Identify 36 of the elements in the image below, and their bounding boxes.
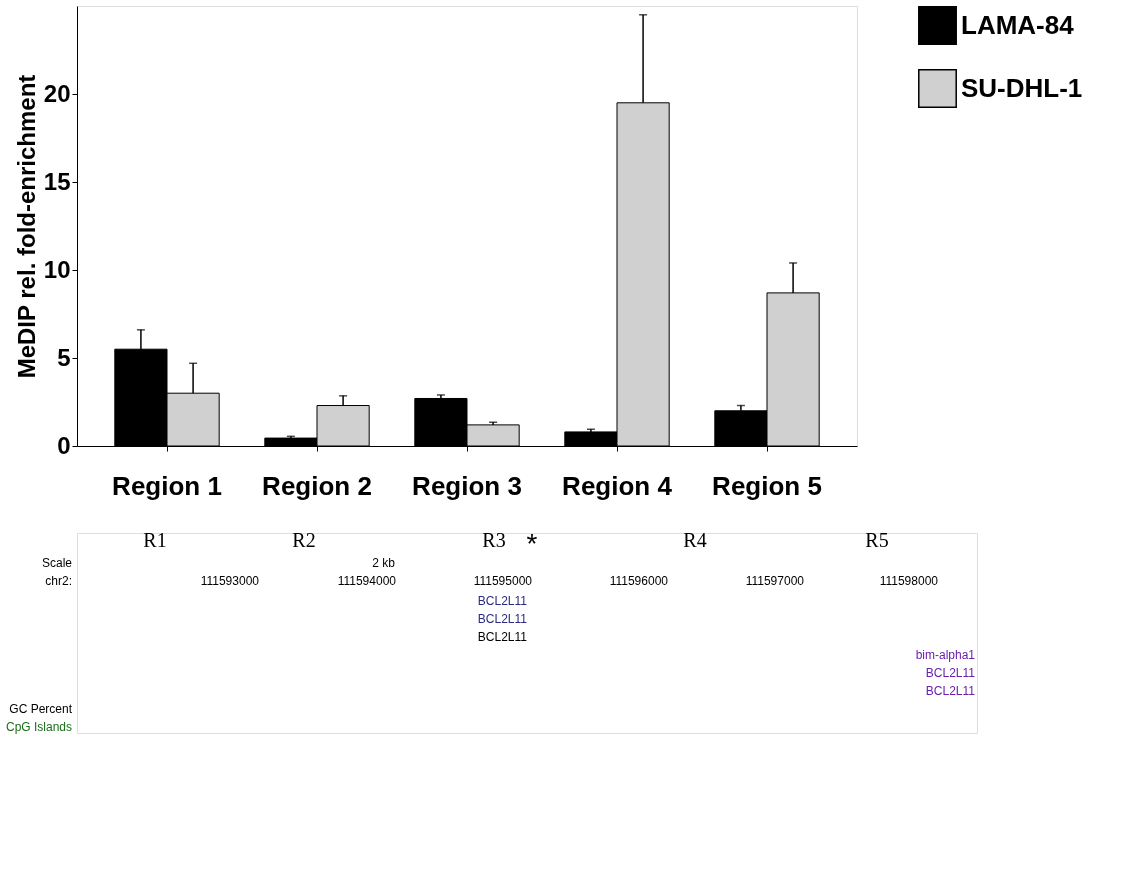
text: 111597000 [745, 574, 805, 588]
text: * [526, 528, 538, 559]
x-tick-label: Region 2 [262, 470, 372, 501]
text: R1 [143, 529, 167, 551]
text: chr2: [45, 574, 72, 588]
y-tick-label: 20 [43, 79, 71, 107]
text: 111594000 [337, 574, 397, 588]
text: BCL2L11 [477, 612, 528, 626]
text: R4 [683, 529, 707, 551]
x-tick-label: Region 5 [712, 470, 822, 501]
text: BCL2L11 [477, 630, 528, 644]
x-tick-label: Region 1 [112, 470, 222, 501]
y-axis-title: MeDIP rel. fold-enrichment [12, 74, 40, 379]
text: 2 kb [372, 556, 396, 570]
legend-label: SU-DHL-1 [961, 72, 1083, 103]
text: BCL2L11 [925, 684, 976, 698]
text: BCL2L11 [925, 666, 976, 680]
y-tick-label: 10 [43, 255, 71, 283]
text: CpG Islands [5, 720, 72, 734]
legend-label: LAMA-84 [961, 9, 1075, 40]
x-tick-label: Region 3 [412, 470, 522, 501]
y-tick-label: 15 [43, 167, 71, 195]
text: bim-alpha1 [915, 648, 976, 662]
text: R3 [482, 529, 506, 551]
y-tick-label: 0 [57, 431, 71, 459]
y-tick-label: 5 [57, 343, 71, 371]
text: 111595000 [473, 574, 533, 588]
x-tick-label: Region 4 [562, 470, 673, 501]
text: R2 [292, 529, 316, 551]
text: Scale [41, 556, 73, 570]
text: GC Percent [9, 702, 73, 716]
text: R5 [865, 529, 889, 551]
text: BCL2L11 [477, 594, 528, 608]
text: 111598000 [879, 574, 939, 588]
text: 111596000 [609, 574, 669, 588]
text: 111593000 [200, 574, 260, 588]
